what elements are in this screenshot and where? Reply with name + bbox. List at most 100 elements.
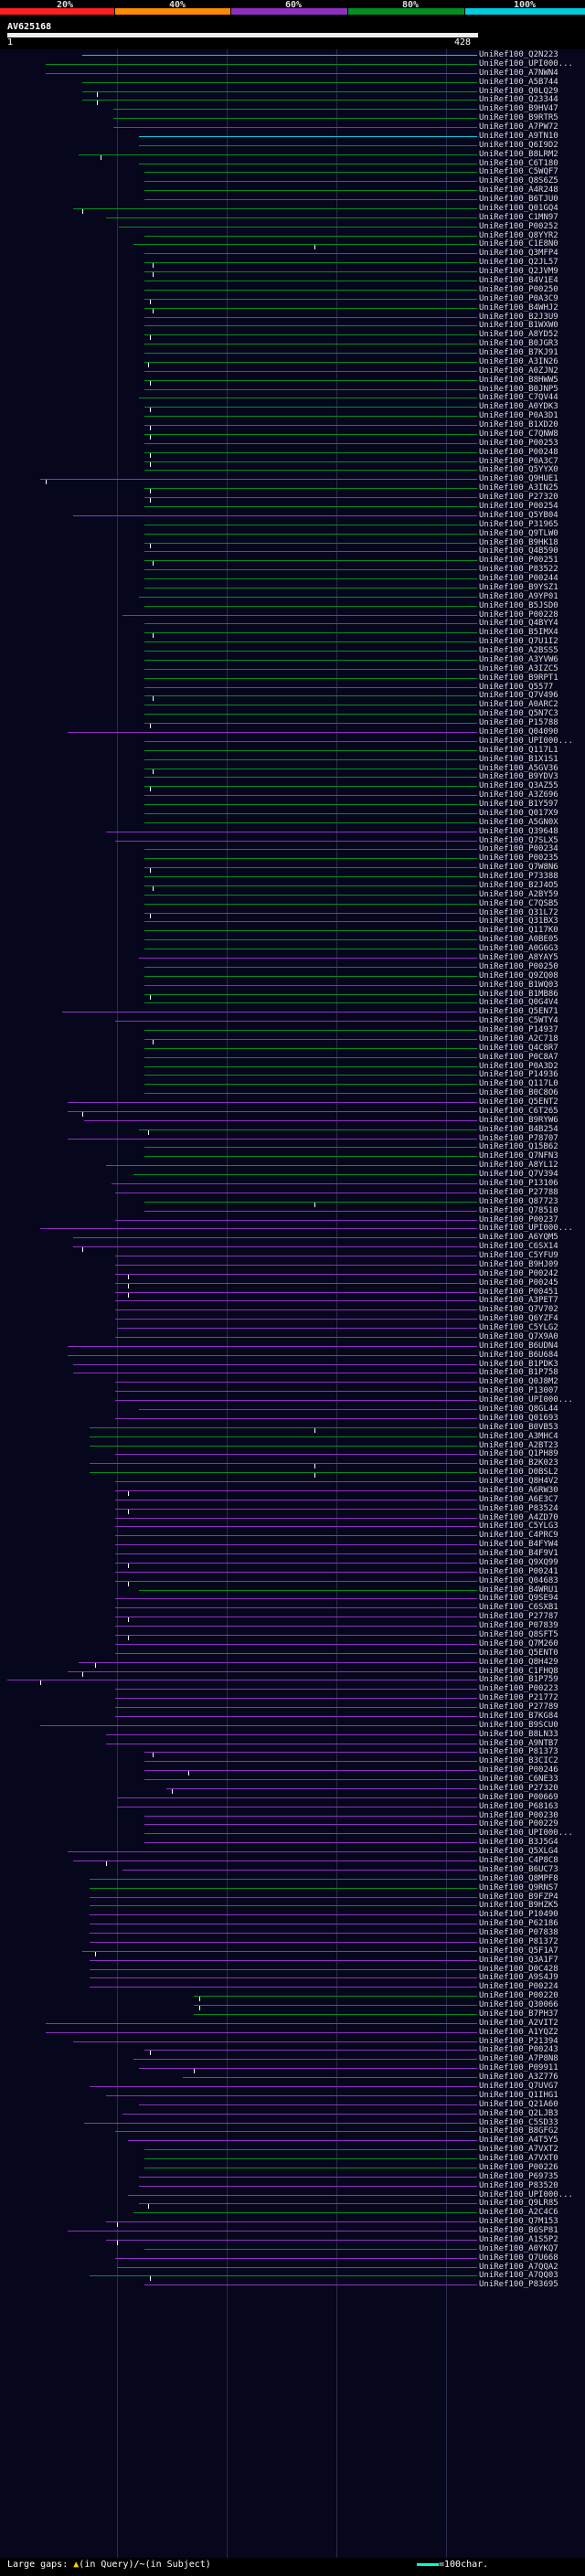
hit-bar[interactable] xyxy=(144,651,477,652)
hit-label[interactable]: UniRef100_Q1PH89 xyxy=(479,1449,558,1459)
hit-bar[interactable] xyxy=(144,1075,477,1076)
hit-label[interactable]: UniRef100_B9RPT1 xyxy=(479,673,558,683)
hit-label[interactable]: UniRef100_Q3MFP4 xyxy=(479,249,558,259)
hit-bar[interactable] xyxy=(144,1815,477,1817)
hit-label[interactable]: UniRef100_P0A3C9 xyxy=(479,293,558,303)
hit-bar[interactable] xyxy=(73,1246,477,1248)
hit-label[interactable]: UniRef100_B1P759 xyxy=(479,1675,558,1685)
hit-bar[interactable] xyxy=(144,569,477,571)
hit-label[interactable]: UniRef100_P13106 xyxy=(479,1179,558,1188)
hit-bar[interactable] xyxy=(90,1426,477,1428)
hit-label[interactable]: UniRef100_Q0G4V4 xyxy=(479,998,558,1008)
hit-label[interactable]: UniRef100_P00234 xyxy=(479,844,558,854)
hit-label[interactable]: UniRef100_P68163 xyxy=(479,1801,558,1811)
hit-label[interactable]: UniRef100_B2J3U9 xyxy=(479,312,558,322)
hit-bar[interactable] xyxy=(114,1544,477,1546)
hit-bar[interactable] xyxy=(144,334,477,336)
hit-bar[interactable] xyxy=(144,659,477,661)
hit-bar[interactable] xyxy=(106,2221,477,2223)
hit-bar[interactable] xyxy=(68,1851,477,1853)
hit-label[interactable]: UniRef100_P00245 xyxy=(479,1277,558,1288)
hit-bar[interactable] xyxy=(117,1797,477,1798)
hit-bar[interactable] xyxy=(144,1056,477,1058)
hit-bar[interactable] xyxy=(144,2284,477,2286)
hit-label[interactable]: UniRef100_B4WHJ2 xyxy=(479,302,558,313)
hit-bar[interactable] xyxy=(144,858,477,860)
hit-bar[interactable] xyxy=(114,1336,477,1338)
hit-label[interactable]: UniRef100_B9YSZ1 xyxy=(479,582,558,592)
hit-label[interactable]: UniRef100_Q21A60 xyxy=(479,2099,558,2109)
hit-bar[interactable] xyxy=(144,307,477,309)
hit-label[interactable]: UniRef100_P27787 xyxy=(479,1612,558,1622)
hit-label[interactable]: UniRef100_P83524 xyxy=(479,1503,558,1513)
hit-bar[interactable] xyxy=(144,298,477,300)
hit-bar[interactable] xyxy=(133,1174,477,1176)
hit-bar[interactable] xyxy=(114,1219,477,1221)
hit-label[interactable]: UniRef100_A4T5Y5 xyxy=(479,2136,558,2146)
hit-label[interactable]: UniRef100_A2VIT2 xyxy=(479,2018,558,2028)
hit-bar[interactable] xyxy=(114,2257,477,2259)
hit-label[interactable]: UniRef100_B4V1E4 xyxy=(479,276,558,285)
hit-label[interactable]: UniRef100_Q2N223 xyxy=(479,50,558,59)
hit-label[interactable]: UniRef100_Q7X9A0 xyxy=(479,1331,558,1341)
hit-bar[interactable] xyxy=(144,686,477,688)
hit-label[interactable]: UniRef100_P00224 xyxy=(479,1982,558,1992)
hit-bar[interactable] xyxy=(68,1345,477,1347)
hit-bar[interactable] xyxy=(139,2068,477,2070)
hit-bar[interactable] xyxy=(114,1400,477,1402)
hit-bar[interactable] xyxy=(114,1598,477,1600)
hit-label[interactable]: UniRef100_P00242 xyxy=(479,1268,558,1278)
hit-label[interactable]: UniRef100_P00248 xyxy=(479,447,558,457)
hit-label[interactable]: UniRef100_B2K023 xyxy=(479,1458,558,1468)
hit-label[interactable]: UniRef100_Q9TLW0 xyxy=(479,528,558,538)
hit-label[interactable]: UniRef100_B9HJ09 xyxy=(479,1259,558,1269)
hit-label[interactable]: UniRef100_P00250 xyxy=(479,284,558,294)
hit-bar[interactable] xyxy=(144,560,477,562)
hit-label[interactable]: UniRef100_P00229 xyxy=(479,1819,558,1829)
hit-bar[interactable] xyxy=(144,1156,477,1158)
hit-bar[interactable] xyxy=(68,1670,477,1672)
hit-bar[interactable] xyxy=(117,1328,477,1330)
hit-bar[interactable] xyxy=(40,1724,477,1726)
hit-label[interactable]: UniRef100_C7QV44 xyxy=(479,393,558,403)
hit-bar[interactable] xyxy=(106,1165,477,1167)
hit-bar[interactable] xyxy=(144,325,477,327)
hit-bar[interactable] xyxy=(84,2122,477,2124)
hit-bar[interactable] xyxy=(144,812,477,814)
hit-label[interactable]: UniRef100_Q23344 xyxy=(479,95,558,105)
hit-label[interactable]: UniRef100_UPI000... xyxy=(479,1224,573,1234)
hit-bar[interactable] xyxy=(112,1183,477,1184)
hit-label[interactable]: UniRef100_A0G6G3 xyxy=(479,944,558,954)
hit-label[interactable]: UniRef100_B7KG84 xyxy=(479,1711,558,1721)
hit-bar[interactable] xyxy=(90,1463,477,1465)
hit-bar[interactable] xyxy=(144,1824,477,1826)
hit-bar[interactable] xyxy=(144,551,477,553)
hit-label[interactable]: UniRef100_P27789 xyxy=(479,1702,558,1712)
hit-label[interactable]: UniRef100_C5WTY4 xyxy=(479,1016,558,1026)
hit-bar[interactable] xyxy=(144,623,477,625)
hit-label[interactable]: UniRef100_A3PET7 xyxy=(479,1296,558,1306)
hit-label[interactable]: UniRef100_B6U684 xyxy=(479,1350,558,1360)
hit-bar[interactable] xyxy=(144,2149,477,2151)
hit-bar[interactable] xyxy=(139,2176,477,2178)
hit-label[interactable]: UniRef100_P73388 xyxy=(479,872,558,882)
hit-label[interactable]: UniRef100_B3CIC2 xyxy=(479,1756,558,1766)
hit-bar[interactable] xyxy=(144,461,477,462)
hit-bar[interactable] xyxy=(144,1030,477,1032)
hit-bar[interactable] xyxy=(144,777,477,779)
hit-label[interactable]: UniRef100_Q7V496 xyxy=(479,691,558,701)
hit-bar[interactable] xyxy=(46,63,477,65)
hit-bar[interactable] xyxy=(144,723,477,725)
hit-label[interactable]: UniRef100_A2C718 xyxy=(479,1034,558,1044)
hit-bar[interactable] xyxy=(144,1093,477,1095)
hit-bar[interactable] xyxy=(81,81,477,83)
hit-label[interactable]: UniRef100_A9NTB7 xyxy=(479,1738,558,1748)
hit-label[interactable]: UniRef100_C6T265 xyxy=(479,1106,558,1116)
hit-bar[interactable] xyxy=(144,921,477,923)
hit-label[interactable]: UniRef100_A3IN26 xyxy=(479,356,558,366)
hit-label[interactable]: UniRef100_Q117K0 xyxy=(479,926,558,936)
hit-bar[interactable] xyxy=(144,867,477,869)
hit-label[interactable]: UniRef100_C5YFU9 xyxy=(479,1251,558,1261)
hit-label[interactable]: UniRef100_A6E3C7 xyxy=(479,1494,558,1504)
hit-label[interactable]: UniRef100_C4P8C8 xyxy=(479,1856,558,1865)
